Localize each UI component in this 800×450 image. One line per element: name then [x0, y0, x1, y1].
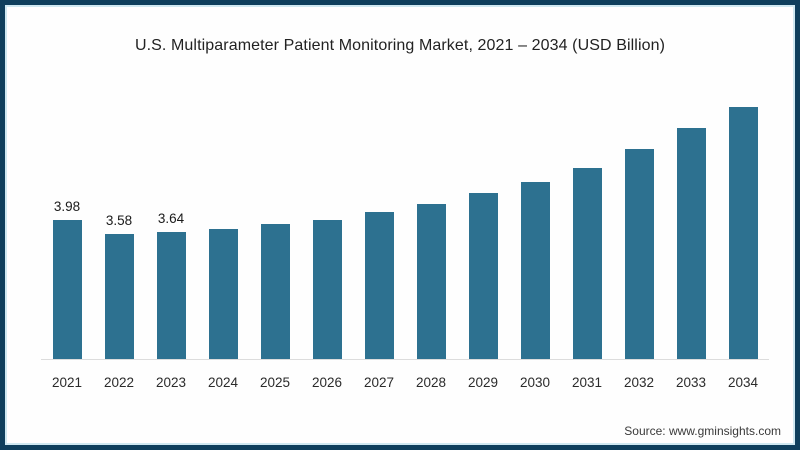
x-axis: 2021 2022 2023 2024 2025 2026 2027 2028 2029 2030…	[41, 375, 769, 390]
x-axis-label-2031: 2031	[571, 375, 603, 390]
x-axis-label-2033: 2033	[675, 375, 707, 390]
bar-slot-2026	[301, 80, 353, 359]
bar-slot-2025	[249, 80, 301, 359]
x-axis-label-2028: 2028	[415, 375, 447, 390]
x-axis-label-2025: 2025	[259, 375, 291, 390]
bar-slot-2028	[405, 80, 457, 359]
bar-slot-2027	[353, 80, 405, 359]
bar-2029	[468, 193, 498, 359]
x-axis-label-2024: 2024	[207, 375, 239, 390]
x-axis-label-2021: 2021	[51, 375, 83, 390]
plot-area: 3.98 3.58 3.64	[41, 80, 769, 360]
bar-slot-2029	[457, 80, 509, 359]
x-axis-label-2023: 2023	[155, 375, 187, 390]
bar-value-label-2022: 3.58	[105, 213, 133, 228]
bar-value-label-2023: 3.64	[157, 211, 185, 226]
bar-slot-2033	[665, 80, 717, 359]
bar-slot-2032	[613, 80, 665, 359]
bar-slot-2024	[197, 80, 249, 359]
bar-2031	[572, 168, 602, 359]
bar-slot-2021: 3.98	[41, 80, 93, 359]
bar-value-label-2021: 3.98	[53, 199, 81, 214]
source-note: Source: www.gminsights.com	[624, 424, 781, 438]
x-axis-label-2034: 2034	[727, 375, 759, 390]
chart-title: U.S. Multiparameter Patient Monitoring M…	[134, 37, 666, 54]
x-axis-label-2022: 2022	[103, 375, 135, 390]
bar-slot-2022: 3.58	[93, 80, 145, 359]
bar-2028	[416, 204, 446, 359]
bar-2024	[208, 229, 238, 359]
bar-2034	[728, 107, 758, 359]
bar-2030	[520, 182, 550, 359]
bar-2026	[312, 220, 342, 359]
bar-2032	[624, 149, 654, 359]
bar-slot-2023: 3.64	[145, 80, 197, 359]
bar-slot-2030	[509, 80, 561, 359]
x-axis-label-2030: 2030	[519, 375, 551, 390]
bar-2027	[364, 212, 394, 359]
x-axis-label-2027: 2027	[363, 375, 395, 390]
bar-2021	[52, 220, 82, 359]
bar-2023	[156, 232, 186, 359]
x-axis-label-2029: 2029	[467, 375, 499, 390]
bar-slot-2034	[717, 80, 769, 359]
bar-2025	[260, 224, 290, 359]
x-axis-label-2032: 2032	[623, 375, 655, 390]
bar-slot-2031	[561, 80, 613, 359]
bar-2033	[676, 128, 706, 359]
x-axis-label-2026: 2026	[311, 375, 343, 390]
bar-2022	[104, 234, 134, 359]
